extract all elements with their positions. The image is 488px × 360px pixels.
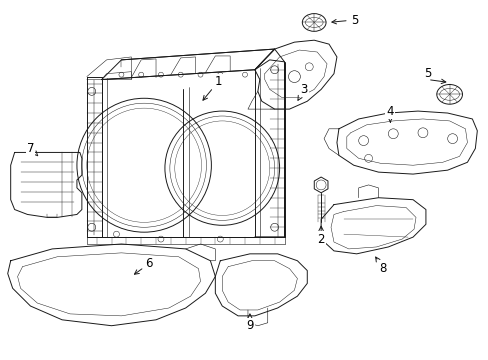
- Text: 8: 8: [375, 257, 386, 275]
- Text: 6: 6: [134, 257, 153, 274]
- Text: 9: 9: [245, 314, 253, 332]
- Text: 3: 3: [297, 83, 307, 100]
- Text: 5: 5: [423, 67, 431, 80]
- Text: 2: 2: [317, 226, 324, 246]
- Text: 5: 5: [350, 14, 357, 27]
- Text: 7: 7: [27, 142, 38, 156]
- Text: 1: 1: [203, 75, 222, 100]
- Text: 4: 4: [386, 105, 393, 122]
